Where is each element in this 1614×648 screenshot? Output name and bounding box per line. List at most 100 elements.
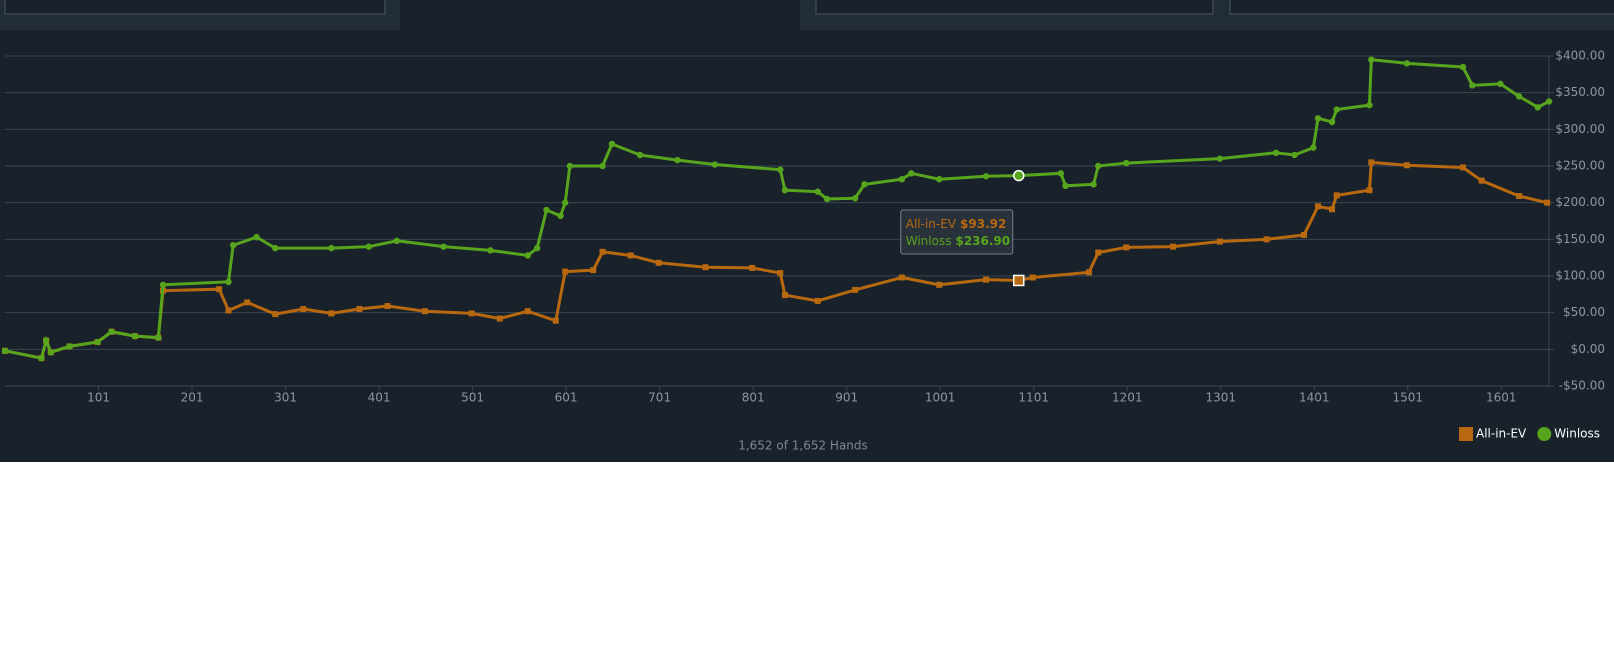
- x-tick-label: 701: [648, 391, 671, 405]
- blank-area: [0, 462, 1614, 648]
- point: [1469, 82, 1476, 89]
- point: [627, 252, 634, 259]
- point: [159, 281, 167, 288]
- legend-label: Winloss: [1554, 427, 1600, 441]
- legend-marker: [1537, 427, 1552, 441]
- x-tick-label: 501: [461, 391, 484, 405]
- point: [599, 162, 606, 170]
- point: [272, 244, 279, 252]
- point: [1403, 60, 1411, 67]
- x-tick-label: 1601: [1486, 391, 1517, 405]
- y-tick-label: $200.00: [1555, 195, 1605, 209]
- point: [936, 281, 943, 288]
- point: [225, 278, 232, 286]
- point: [253, 233, 260, 241]
- point: [566, 162, 574, 170]
- footer: 1,652 of 1,652 Hands: [738, 439, 868, 453]
- point: [1057, 170, 1065, 177]
- point: [1516, 193, 1523, 200]
- legend-label: All-in-EV: [1476, 427, 1527, 441]
- point: [1315, 203, 1322, 210]
- y-tick-label: -$50.00: [1559, 379, 1605, 393]
- point: [1534, 104, 1541, 111]
- x-tick-label: 901: [835, 391, 858, 405]
- point: [1029, 274, 1036, 281]
- point: [1, 347, 9, 354]
- point: [384, 303, 391, 310]
- x-tick-label: 1501: [1393, 391, 1424, 405]
- point: [1123, 244, 1130, 251]
- point: [1478, 177, 1485, 184]
- x-tick-label: 1201: [1112, 391, 1143, 405]
- point: [599, 248, 606, 255]
- y-tick-label: $50.00: [1563, 305, 1605, 319]
- tooltip-name: All-in-EV: [906, 217, 957, 231]
- point: [487, 247, 494, 254]
- point: [1545, 98, 1553, 105]
- point: [244, 299, 251, 306]
- point: [557, 212, 564, 220]
- point: [1170, 243, 1177, 250]
- point: [155, 334, 162, 341]
- x-tick-label: 401: [368, 391, 391, 405]
- point: [655, 259, 662, 266]
- point: [1333, 106, 1340, 113]
- point: [898, 274, 905, 281]
- point: [674, 156, 681, 164]
- point: [777, 166, 784, 173]
- point: [702, 264, 709, 271]
- x-tick-label: 1401: [1299, 391, 1330, 405]
- point: [1300, 231, 1307, 238]
- point: [496, 315, 503, 322]
- point: [131, 332, 139, 340]
- point: [1366, 101, 1373, 109]
- point: [365, 243, 372, 250]
- input-box[interactable]: [815, 0, 1214, 15]
- point: [300, 306, 307, 312]
- point: [777, 270, 784, 277]
- point: [552, 317, 559, 324]
- point: [1095, 162, 1102, 170]
- x-tick-label: 201: [181, 391, 204, 405]
- point: [1368, 159, 1375, 166]
- point: [38, 354, 45, 362]
- point: [1403, 162, 1410, 169]
- point: [1095, 249, 1102, 256]
- x-tick-label: 1001: [925, 391, 956, 405]
- point: [1459, 164, 1466, 171]
- hover-point: [1012, 274, 1025, 287]
- point: [1368, 56, 1375, 63]
- point: [356, 306, 363, 312]
- x-tick-label: 301: [274, 391, 297, 405]
- tooltip-text: Winloss$236.90: [906, 234, 1010, 248]
- point: [907, 170, 915, 177]
- point: [814, 297, 821, 304]
- point: [861, 181, 868, 188]
- panel: [0, 0, 1614, 462]
- point: [562, 268, 569, 275]
- point: [42, 337, 50, 344]
- point: [421, 308, 428, 315]
- point: [851, 195, 859, 202]
- x-tick-label: 601: [555, 391, 578, 405]
- tooltip-name: Winloss: [906, 234, 952, 248]
- point: [440, 243, 447, 250]
- point: [1333, 192, 1340, 199]
- point: [1515, 93, 1523, 100]
- point: [47, 349, 55, 356]
- tooltip-text: All-in-EV$93.92: [906, 217, 1007, 231]
- input-box[interactable]: [4, 0, 386, 15]
- y-tick-label: $400.00: [1555, 49, 1605, 63]
- point: [468, 310, 475, 317]
- point: [590, 267, 597, 274]
- point: [1085, 269, 1092, 276]
- point: [561, 199, 569, 206]
- point: [1090, 181, 1097, 188]
- point: [936, 176, 943, 183]
- y-tick-label: $100.00: [1555, 269, 1605, 283]
- tooltip-value: $93.92: [960, 217, 1006, 231]
- point: [1544, 199, 1551, 206]
- input-box[interactable]: [1229, 0, 1614, 15]
- point: [1272, 149, 1280, 156]
- hover-point: [1012, 169, 1025, 182]
